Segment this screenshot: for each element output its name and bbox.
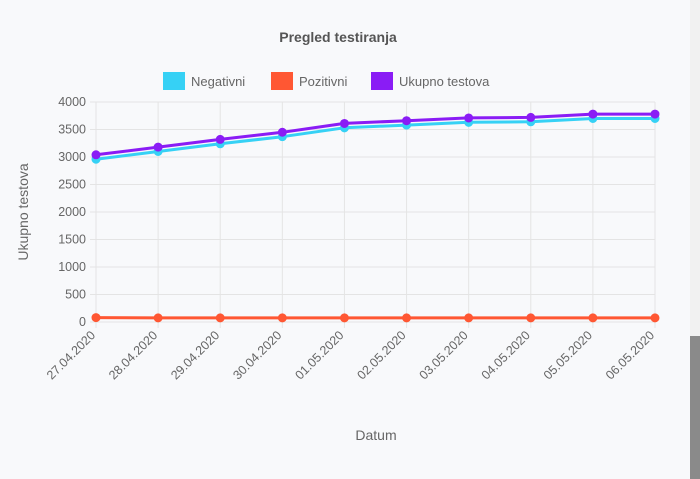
data-point[interactable] (153, 142, 163, 152)
y-tick-label: 1000 (58, 260, 86, 274)
data-point[interactable] (91, 150, 101, 160)
data-point[interactable] (526, 112, 536, 122)
x-tick-label: 05.05.2020 (541, 328, 595, 382)
legend[interactable]: Negativni Pozitivni Ukupno testova (163, 72, 490, 90)
data-point[interactable] (339, 313, 349, 323)
x-tick-label: 28.04.2020 (106, 328, 160, 382)
y-tick-label: 3500 (58, 123, 86, 137)
legend-swatch (271, 72, 293, 90)
data-point[interactable] (526, 313, 536, 323)
data-point[interactable] (402, 116, 412, 126)
x-tick-label: 29.04.2020 (168, 328, 222, 382)
data-point[interactable] (277, 313, 287, 323)
grid (90, 101, 656, 328)
data-point[interactable] (153, 313, 163, 323)
legend-item[interactable]: Ukupno testova (371, 72, 490, 90)
y-tick-label: 2000 (58, 205, 86, 219)
data-point[interactable] (339, 118, 349, 128)
y-tick-label: 500 (65, 288, 86, 302)
data-point[interactable] (215, 313, 225, 323)
legend-item[interactable]: Negativni (163, 72, 245, 90)
x-tick-label: 30.04.2020 (230, 328, 284, 382)
legend-swatch (163, 72, 185, 90)
x-tick-label: 01.05.2020 (292, 328, 346, 382)
y-tick-label: 1500 (58, 233, 86, 247)
y-tick-label: 0 (79, 315, 86, 329)
series-line (95, 112, 655, 157)
data-point[interactable] (464, 313, 474, 323)
x-tick-label: 06.05.2020 (603, 328, 657, 382)
data-point[interactable] (588, 109, 598, 119)
legend-label: Ukupno testova (399, 74, 490, 89)
data-point[interactable] (650, 313, 660, 323)
scrollbar-track[interactable] (690, 0, 700, 479)
y-tick-label: 2500 (58, 178, 86, 192)
series-line (95, 117, 655, 161)
chart-title: Pregled testiranja (279, 29, 397, 45)
x-tick-label: 04.05.2020 (479, 328, 533, 382)
data-point[interactable] (91, 313, 101, 323)
data-point[interactable] (215, 134, 225, 144)
x-tick-label: 03.05.2020 (417, 328, 471, 382)
x-tick-label: 27.04.2020 (44, 328, 98, 382)
series-layer (91, 109, 660, 323)
y-tick-label: 3000 (58, 150, 86, 164)
scrollbar-thumb[interactable] (690, 336, 700, 479)
legend-label: Pozitivni (299, 74, 348, 89)
legend-item[interactable]: Pozitivni (271, 72, 348, 90)
legend-swatch (371, 72, 393, 90)
legend-label: Negativni (191, 74, 245, 89)
series-pozitivni (91, 313, 660, 323)
x-axis: 27.04.2020 28.04.2020 29.04.2020 30.04.2020… (44, 328, 657, 382)
data-point[interactable] (588, 313, 598, 323)
data-point[interactable] (650, 109, 660, 119)
y-axis: 4000 3500 3000 2500 2000 1500 1000 500 0 (58, 95, 86, 329)
x-axis-title: Datum (355, 427, 396, 443)
y-tick-label: 4000 (58, 95, 86, 109)
y-axis-title: Ukupno testova (15, 163, 31, 260)
data-point[interactable] (402, 313, 412, 323)
data-point[interactable] (464, 113, 474, 123)
data-point[interactable] (277, 127, 287, 137)
x-tick-label: 02.05.2020 (355, 328, 409, 382)
series-ukupno-testova (91, 109, 660, 160)
